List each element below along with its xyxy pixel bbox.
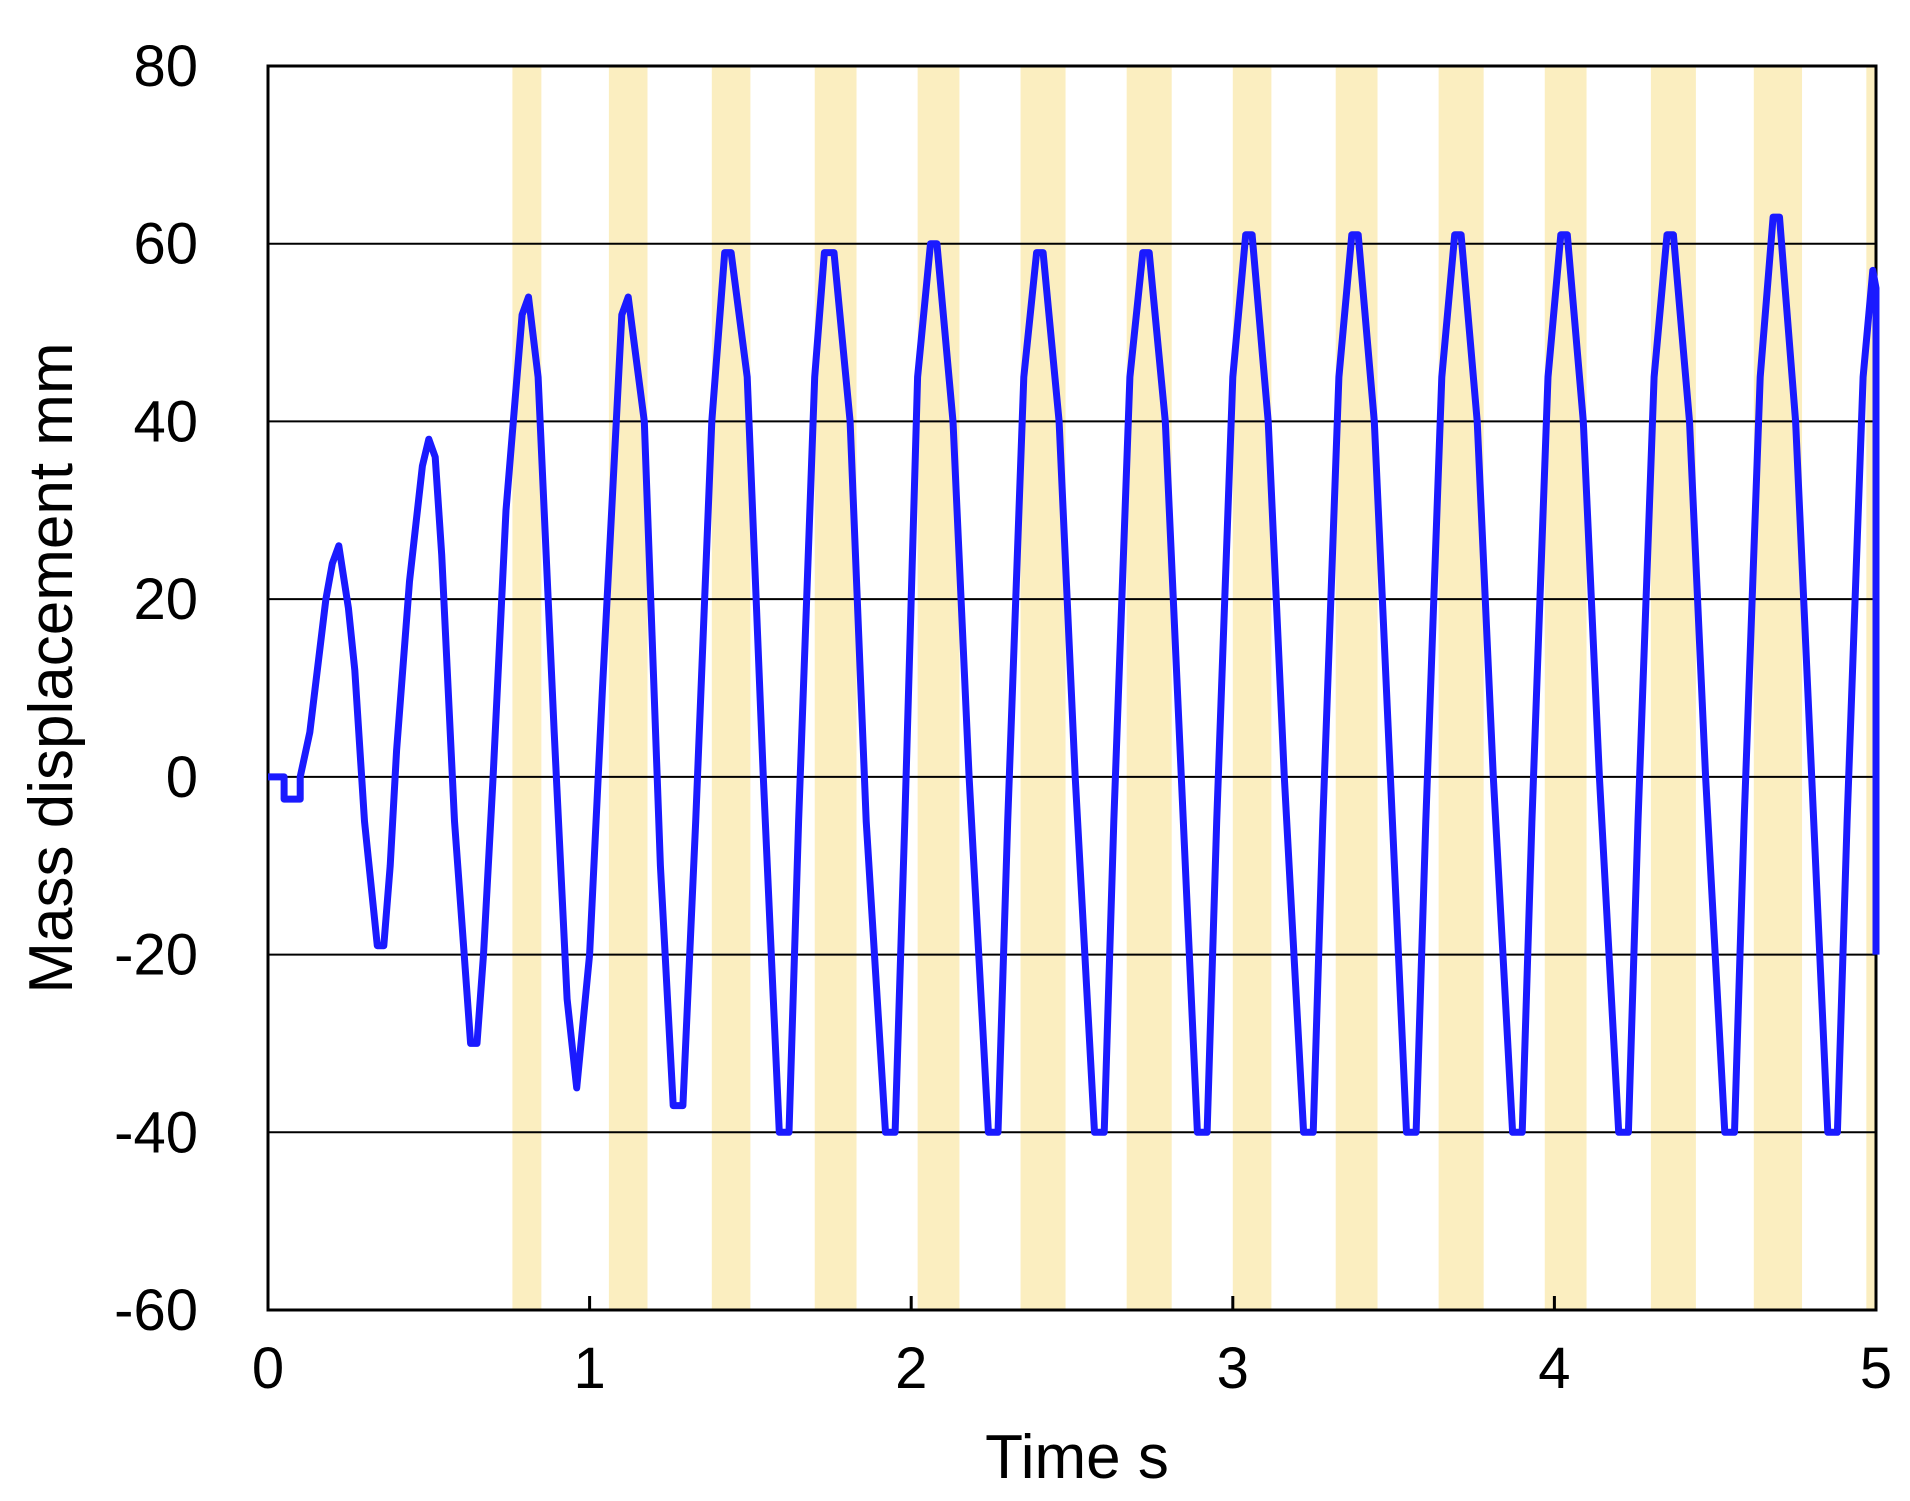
y-tick-label: 80 (133, 34, 198, 99)
x-tick-label: 1 (573, 1336, 605, 1401)
shaded-band (1753, 66, 1803, 1310)
shaded-band (512, 66, 542, 1310)
y-axis-tick-labels: -60 -40 -20 0 20 40 60 80 (114, 34, 198, 1343)
y-tick-label: -60 (114, 1278, 198, 1343)
y-tick-label: -20 (114, 923, 198, 988)
x-tick-label: 4 (1538, 1336, 1570, 1401)
x-axis-tick-labels: 0 1 2 3 4 5 (252, 1336, 1892, 1401)
shaded-band (1335, 66, 1378, 1310)
x-tick-label: 2 (895, 1336, 927, 1401)
shaded-bands (512, 66, 1876, 1310)
y-tick-label: 60 (133, 212, 198, 277)
shaded-band (1866, 66, 1876, 1310)
y-tick-label: 0 (166, 745, 198, 810)
x-tick-label: 3 (1217, 1336, 1249, 1401)
x-tick-label: 5 (1860, 1336, 1892, 1401)
shaded-band (608, 66, 648, 1310)
series-line (268, 213, 1880, 1136)
x-axis-title: Time s (985, 1423, 1169, 1492)
y-axis-title: Mass displacement mm (17, 342, 86, 993)
y-tick-label: -40 (114, 1100, 198, 1165)
y-tick-label: 20 (133, 567, 198, 632)
x-axis-ticks (266, 1296, 1878, 1310)
x-tick-label: 0 (252, 1336, 284, 1401)
y-tick-label: 40 (133, 389, 198, 454)
shaded-band (1544, 66, 1587, 1310)
